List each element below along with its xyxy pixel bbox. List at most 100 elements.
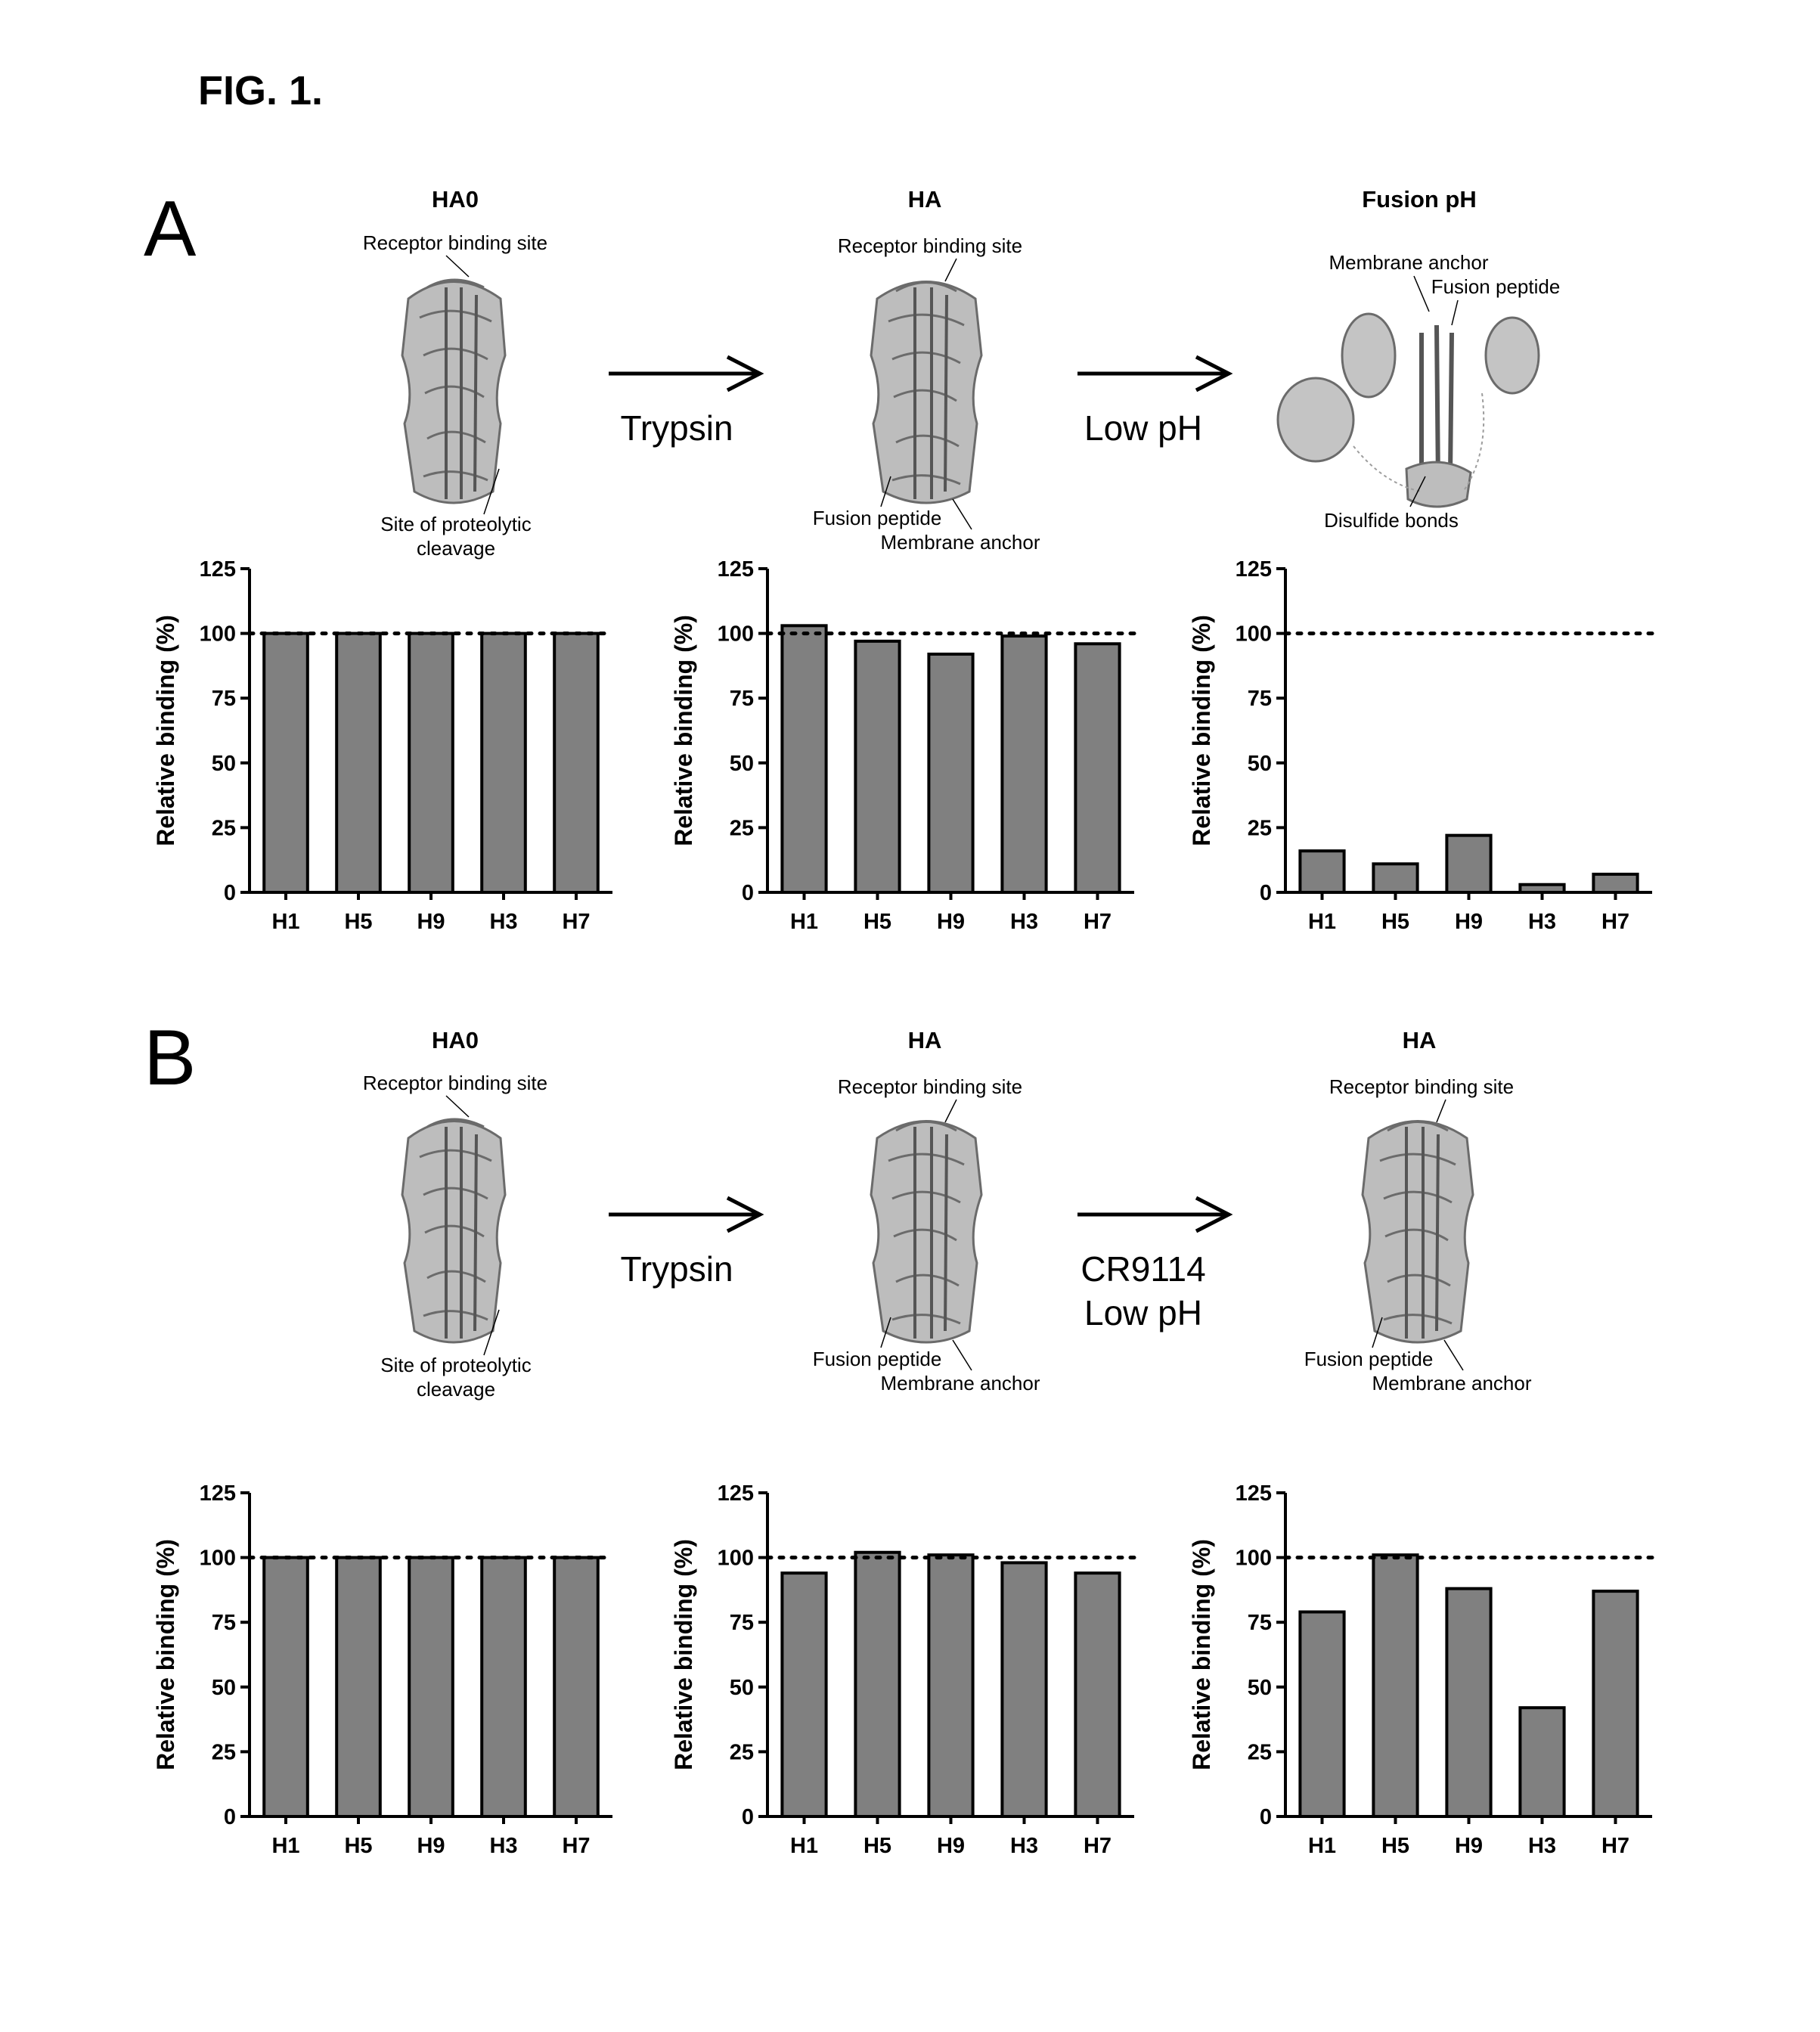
bar-h9 (927, 652, 975, 894)
protein-trimer-ha (1361, 1120, 1474, 1344)
structure-title: HA (908, 186, 942, 213)
y-tick-label: 25 (212, 1740, 236, 1764)
x-tick-label: H5 (344, 910, 372, 934)
panel-a-structure-ha: HA Receptor binding site Fusion peptide … (813, 186, 1040, 554)
structure-title: HA (908, 1027, 942, 1053)
y-tick-label: 75 (212, 1611, 236, 1635)
structure-title: HA0 (432, 1027, 479, 1053)
bar-h5 (335, 631, 382, 894)
x-tick-label: H1 (1308, 910, 1336, 934)
y-tick-label: 25 (1248, 1740, 1272, 1764)
bar-h7 (553, 1556, 600, 1819)
annotation-receptor-binding-site: Receptor binding site (838, 1075, 1022, 1098)
x-tick-label: H5 (863, 1834, 891, 1858)
bar-h9 (408, 1556, 454, 1819)
y-tick-label: 100 (718, 622, 754, 647)
x-tick-label: H3 (1010, 1834, 1038, 1858)
x-tick-label: H1 (790, 910, 818, 934)
x-tick-label: H9 (937, 910, 965, 934)
x-tick-label: H9 (937, 1834, 965, 1858)
y-tick-label: 25 (1248, 816, 1272, 840)
bar-h1 (780, 1571, 828, 1819)
arrow-label-trypsin: Trypsin (620, 408, 733, 448)
bar-h5 (854, 639, 901, 894)
y-tick-label: 75 (212, 687, 236, 711)
protein-trimer-ha (870, 281, 983, 504)
x-tick-label: H7 (1601, 910, 1629, 934)
bar-h1 (1298, 849, 1346, 894)
x-tick-label: H9 (417, 910, 445, 934)
x-tick-label: H7 (1084, 1834, 1112, 1858)
bar-h9 (1445, 833, 1493, 894)
protein-trimer-ha0 (401, 1118, 507, 1344)
y-tick-label: 50 (730, 1676, 754, 1700)
annotation-receptor-binding-site: Receptor binding site (363, 231, 547, 254)
y-tick-label: 25 (730, 816, 754, 840)
x-tick-label: H7 (1084, 910, 1112, 934)
bar-h7 (1074, 1571, 1121, 1819)
y-tick-label: 0 (742, 881, 754, 905)
x-tick-label: H3 (489, 1834, 517, 1858)
x-tick-label: H7 (1601, 1834, 1629, 1858)
y-axis-label: Relative binding (%) (670, 1539, 697, 1770)
bar-h3 (480, 1556, 527, 1819)
chart-panel-a-ha0: 0 25 50 75 100 125 H1 H5 H9 H3 H7 Relative binding … (152, 557, 615, 934)
x-tick-label: H1 (271, 910, 299, 934)
annotation-cleavage-line1: Site of proteolytic (380, 513, 531, 535)
annotation-membrane-anchor: Membrane anchor (881, 531, 1040, 554)
x-tick-label: H9 (1455, 1834, 1483, 1858)
annotation-cleavage-line2: cleavage (417, 1378, 495, 1401)
panel-b-structure-ha-cr9114: HA Receptor binding site Fusion peptide … (1304, 1027, 1532, 1394)
x-tick-label: H9 (1455, 910, 1483, 934)
y-tick-label: 50 (1248, 1676, 1272, 1700)
chart-panel-a-ha: 0 25 50 75 100 125 H1 H5 H9 H3 H7 Relative binding … (670, 557, 1136, 934)
x-tick-label: H1 (790, 1834, 818, 1858)
annotation-fusion-peptide: Fusion peptide (1304, 1348, 1434, 1370)
bar-h7 (553, 631, 600, 894)
y-axis-label: Relative binding (%) (152, 615, 179, 846)
x-tick-label: H7 (562, 1834, 590, 1858)
annotation-fusion-peptide: Fusion peptide (1431, 275, 1561, 298)
panel-b-arrow-cr9114-low-ph: CR9114 Low pH (1077, 1196, 1233, 1332)
y-tick-label: 100 (200, 622, 236, 647)
chart-panel-b-ha: 0 25 50 75 100 125 H1 H5 H9 H3 H7 Relative binding … (670, 1481, 1136, 1858)
x-tick-label: H3 (489, 910, 517, 934)
bar-h1 (1298, 1610, 1346, 1818)
bar-h1 (780, 624, 828, 894)
y-tick-label: 100 (200, 1546, 236, 1571)
y-tick-label: 100 (1236, 622, 1272, 647)
figure-title: FIG. 1. (198, 68, 323, 113)
annotation-receptor-binding-site: Receptor binding site (1329, 1075, 1514, 1098)
y-axis-label: Relative binding (%) (1188, 1539, 1215, 1770)
annotation-membrane-anchor: Membrane anchor (1372, 1372, 1532, 1394)
bar-h5 (1372, 1553, 1419, 1819)
x-tick-label: H1 (271, 1834, 299, 1858)
x-tick-label: H3 (1528, 910, 1556, 934)
protein-trimer-ha0 (401, 278, 507, 504)
bar-h7 (1592, 1590, 1639, 1819)
bar-h9 (1445, 1587, 1493, 1818)
y-tick-label: 50 (730, 752, 754, 776)
x-tick-label: H5 (344, 1834, 372, 1858)
y-tick-label: 50 (212, 1676, 236, 1700)
y-tick-label: 125 (718, 1481, 754, 1506)
bar-h1 (262, 1556, 309, 1819)
panel-label-a: A (144, 185, 197, 273)
y-tick-label: 125 (1236, 1481, 1272, 1506)
arrow-label-low-ph: Low pH (1084, 408, 1202, 448)
y-tick-label: 75 (730, 687, 754, 711)
y-tick-label: 75 (730, 1611, 754, 1635)
x-tick-label: H3 (1010, 910, 1038, 934)
y-tick-label: 0 (224, 1805, 236, 1829)
bar-h3 (1518, 1706, 1566, 1818)
bar-h1 (262, 631, 309, 894)
arrow-label-trypsin: Trypsin (620, 1249, 733, 1289)
annotation-disulfide-bonds: Disulfide bonds (1324, 509, 1459, 532)
chart-panel-a-fusion-ph: 0 25 50 75 100 125 H1 H5 H9 H3 H7 Relative binding … (1188, 557, 1654, 934)
y-axis-label: Relative binding (%) (1188, 615, 1215, 846)
bar-h7 (1592, 873, 1639, 894)
y-tick-label: 25 (212, 816, 236, 840)
panel-a-structure-fusion-ph: Fusion pH Membrane anchor Fusion peptide… (1276, 186, 1561, 532)
x-tick-label: H1 (1308, 1834, 1336, 1858)
y-axis-label: Relative binding (%) (670, 615, 697, 846)
